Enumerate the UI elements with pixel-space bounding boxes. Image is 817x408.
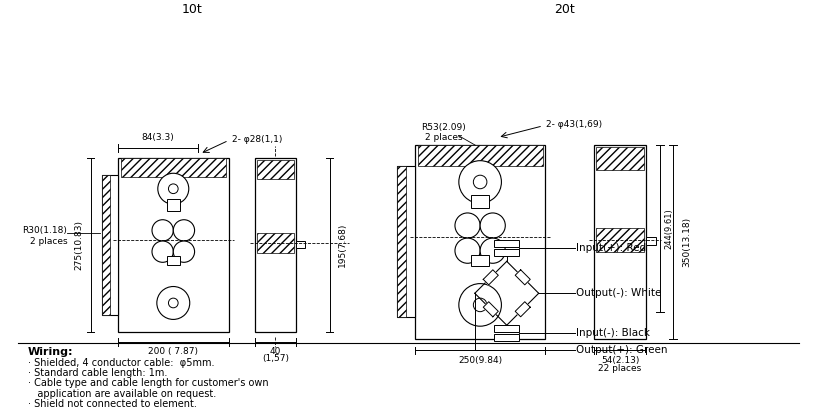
Bar <box>257 233 294 253</box>
Bar <box>494 334 520 341</box>
Circle shape <box>152 220 173 241</box>
Bar <box>118 158 229 332</box>
Bar <box>494 325 520 332</box>
Text: 2 places: 2 places <box>425 133 462 142</box>
Circle shape <box>480 238 505 263</box>
Circle shape <box>157 286 190 319</box>
Polygon shape <box>516 270 530 285</box>
Bar <box>417 145 542 166</box>
Bar <box>255 158 296 332</box>
Text: · Shielded, 4 conductor cable:  φ5mm.: · Shielded, 4 conductor cable: φ5mm. <box>28 358 214 368</box>
Bar <box>296 241 306 248</box>
Circle shape <box>459 161 502 203</box>
Polygon shape <box>483 270 498 285</box>
Bar <box>257 160 294 179</box>
Text: 20t: 20t <box>555 3 575 16</box>
Bar <box>397 166 415 317</box>
Bar <box>121 158 226 177</box>
Circle shape <box>158 173 189 204</box>
Text: 275(10.83): 275(10.83) <box>74 220 83 270</box>
Text: 2- φ43(1,69): 2- φ43(1,69) <box>546 120 602 129</box>
Circle shape <box>168 184 178 193</box>
Text: 244(9.61): 244(9.61) <box>664 208 673 249</box>
Circle shape <box>173 241 194 262</box>
Circle shape <box>473 175 487 189</box>
Text: 40: 40 <box>270 346 281 355</box>
Bar <box>167 255 180 265</box>
Text: Output(+): Green: Output(+): Green <box>577 346 668 355</box>
Text: 2 places: 2 places <box>29 237 67 246</box>
Text: 2- φ28(1,1): 2- φ28(1,1) <box>232 135 282 144</box>
Text: application are available on request.: application are available on request. <box>28 389 216 399</box>
Text: Input(-): Black: Input(-): Black <box>577 328 650 338</box>
Polygon shape <box>483 302 498 317</box>
Bar <box>397 166 406 317</box>
Text: Input(+): Red: Input(+): Red <box>577 243 646 253</box>
Bar <box>494 249 520 255</box>
Circle shape <box>459 284 502 326</box>
Bar <box>471 195 489 208</box>
Text: · Standard cable length: 1m.: · Standard cable length: 1m. <box>28 368 167 378</box>
Text: 350(13.18): 350(13.18) <box>682 217 691 267</box>
Circle shape <box>152 241 173 262</box>
Text: 22 places: 22 places <box>598 364 641 373</box>
Bar <box>102 175 118 315</box>
Bar <box>494 240 520 247</box>
Text: 10t: 10t <box>182 3 203 16</box>
Circle shape <box>480 213 505 238</box>
Bar <box>167 200 180 211</box>
Bar <box>594 145 646 339</box>
Bar <box>415 145 546 339</box>
Circle shape <box>168 298 178 308</box>
Text: · Shield not connected to element.: · Shield not connected to element. <box>28 399 197 408</box>
Polygon shape <box>516 302 530 317</box>
Text: 200 ( 7.87): 200 ( 7.87) <box>149 348 199 357</box>
Bar <box>646 237 656 245</box>
Text: 250(9.84): 250(9.84) <box>458 356 502 365</box>
Text: 84(3.3): 84(3.3) <box>141 133 174 142</box>
Text: (1,57): (1,57) <box>262 354 289 363</box>
Bar <box>471 255 489 266</box>
Circle shape <box>473 298 487 312</box>
Circle shape <box>173 220 194 241</box>
Text: · Cable type and cable length for customer's own: · Cable type and cable length for custom… <box>28 379 268 388</box>
Bar <box>102 175 110 315</box>
Text: Output(-): White: Output(-): White <box>577 288 662 298</box>
Text: 195(7.68): 195(7.68) <box>337 223 346 267</box>
Circle shape <box>455 238 480 263</box>
Text: Wiring:: Wiring: <box>28 346 73 357</box>
Text: 54(2.13): 54(2.13) <box>600 356 639 365</box>
Text: R53(2.09): R53(2.09) <box>422 123 467 132</box>
Text: R30(1.18): R30(1.18) <box>22 226 67 235</box>
Bar <box>596 147 644 171</box>
Circle shape <box>455 213 480 238</box>
Bar <box>596 228 644 252</box>
